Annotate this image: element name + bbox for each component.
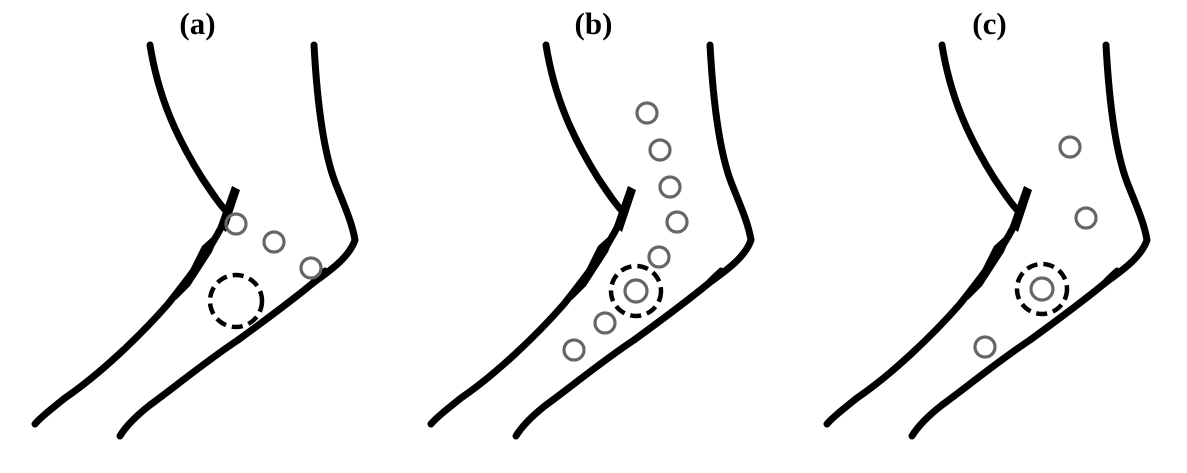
- elbow-crease: [699, 267, 724, 293]
- target-center-marker-c: [1029, 276, 1055, 302]
- reflective-marker-b-7: [562, 338, 586, 362]
- panel-c: (c): [792, 0, 1187, 473]
- reflective-marker-b-6: [593, 311, 617, 335]
- reflective-marker-b-2: [648, 138, 672, 162]
- reflective-marker-b-4: [665, 210, 689, 234]
- panel-b-arm-drawing: [427, 41, 755, 440]
- arm-forearm-upper-contour: [512, 279, 713, 440]
- reflective-marker-c-3: [973, 335, 997, 359]
- elbow-fold-mark: [218, 186, 240, 232]
- elbow-shadow-mark: [176, 228, 222, 300]
- reflective-marker-b-5: [647, 245, 671, 269]
- target-center-marker-b: [623, 278, 649, 304]
- arm-forearm-lower-contour: [31, 209, 232, 428]
- arm-forearm-upper-contour: [116, 279, 317, 440]
- panel-c-label: (c): [972, 6, 1007, 41]
- elbow-crease: [1095, 267, 1120, 293]
- elbow-fold-mark: [1010, 186, 1032, 232]
- reflective-marker-c-2: [1074, 206, 1098, 230]
- arm-forearm-lower-contour: [823, 209, 1024, 428]
- elbow-shadow-mark: [572, 228, 618, 300]
- panel-b: (b): [396, 0, 791, 473]
- arm-upper-outer-contour: [146, 41, 232, 217]
- panel-b-label: (b): [574, 6, 613, 41]
- arm-upper-inner-contour: [309, 41, 359, 287]
- target-region-b: [608, 263, 664, 319]
- arm-upper-inner-contour: [705, 41, 755, 287]
- elbow-crease: [303, 267, 328, 293]
- reflective-marker-a-2: [262, 230, 286, 254]
- reflective-marker-c-1: [1058, 135, 1082, 159]
- target-region-a: [207, 272, 265, 330]
- arm-upper-outer-contour: [542, 41, 628, 217]
- elbow-fold-mark: [614, 186, 636, 232]
- arm-upper-outer-contour: [938, 41, 1024, 217]
- reflective-marker-b-1: [635, 101, 659, 125]
- target-region-c: [1014, 261, 1070, 317]
- panel-a-arm-drawing: [31, 41, 359, 440]
- panel-c-arm-drawing: [823, 41, 1151, 440]
- reflective-marker-a-1: [224, 212, 248, 236]
- reflective-marker-a-3: [299, 256, 323, 280]
- arm-upper-inner-contour: [1101, 41, 1151, 287]
- reflective-marker-b-3: [658, 175, 682, 199]
- panel-a: (a): [0, 0, 395, 473]
- elbow-shadow-mark: [968, 228, 1014, 300]
- arm-forearm-upper-contour: [908, 279, 1109, 440]
- panel-a-label: (a): [179, 6, 216, 41]
